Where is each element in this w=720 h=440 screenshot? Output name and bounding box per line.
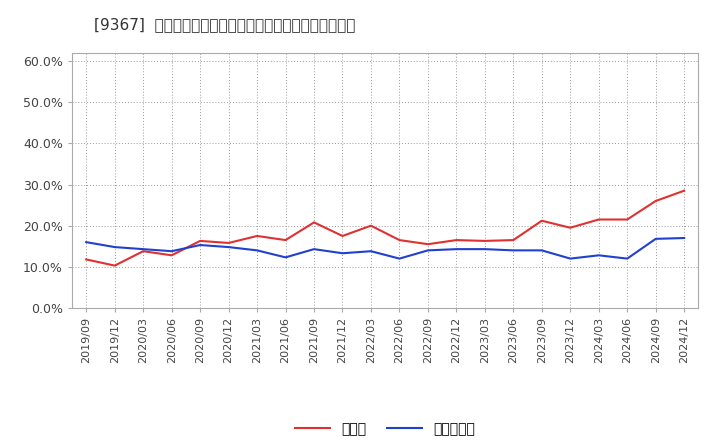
現預金	[366, 223, 375, 228]
有利子負債	[395, 256, 404, 261]
現預金	[225, 240, 233, 246]
Text: [9367]  現預金、有利子負債の総資産に対する比率の推移: [9367] 現預金、有利子負債の総資産に対する比率の推移	[94, 18, 355, 33]
現預金	[566, 225, 575, 231]
現預金	[167, 253, 176, 258]
Line: 有利子負債: 有利子負債	[86, 238, 684, 259]
現預金	[253, 233, 261, 238]
有利子負債	[595, 253, 603, 258]
有利子負債	[480, 246, 489, 252]
有利子負債	[225, 245, 233, 250]
現預金	[452, 238, 461, 243]
有利子負債	[139, 246, 148, 252]
現預金	[110, 263, 119, 268]
現預金	[139, 249, 148, 254]
現預金	[196, 238, 204, 244]
有利子負債	[82, 239, 91, 245]
有利子負債	[366, 249, 375, 254]
有利子負債	[680, 235, 688, 241]
現預金	[623, 217, 631, 222]
有利子負債	[338, 251, 347, 256]
現預金	[680, 188, 688, 193]
有利子負債	[623, 256, 631, 261]
有利子負債	[196, 242, 204, 248]
現預金	[480, 238, 489, 244]
有利子負債	[110, 245, 119, 250]
有利子負債	[566, 256, 575, 261]
現預金	[509, 238, 518, 243]
現預金	[595, 217, 603, 222]
有利子負債	[282, 255, 290, 260]
現預金	[82, 257, 91, 262]
現預金	[537, 218, 546, 224]
有利子負債	[253, 248, 261, 253]
現預金	[338, 233, 347, 238]
現預金	[423, 242, 432, 247]
有利子負債	[167, 249, 176, 254]
有利子負債	[537, 248, 546, 253]
有利子負債	[652, 236, 660, 242]
現預金	[310, 220, 318, 225]
有利子負債	[310, 246, 318, 252]
現預金	[652, 198, 660, 204]
有利子負債	[423, 248, 432, 253]
有利子負債	[452, 246, 461, 252]
Line: 現預金: 現預金	[86, 191, 684, 266]
現預金	[395, 238, 404, 243]
現預金	[282, 238, 290, 243]
有利子負債	[509, 248, 518, 253]
Legend: 現預金, 有利子負債: 現預金, 有利子負債	[290, 416, 480, 440]
